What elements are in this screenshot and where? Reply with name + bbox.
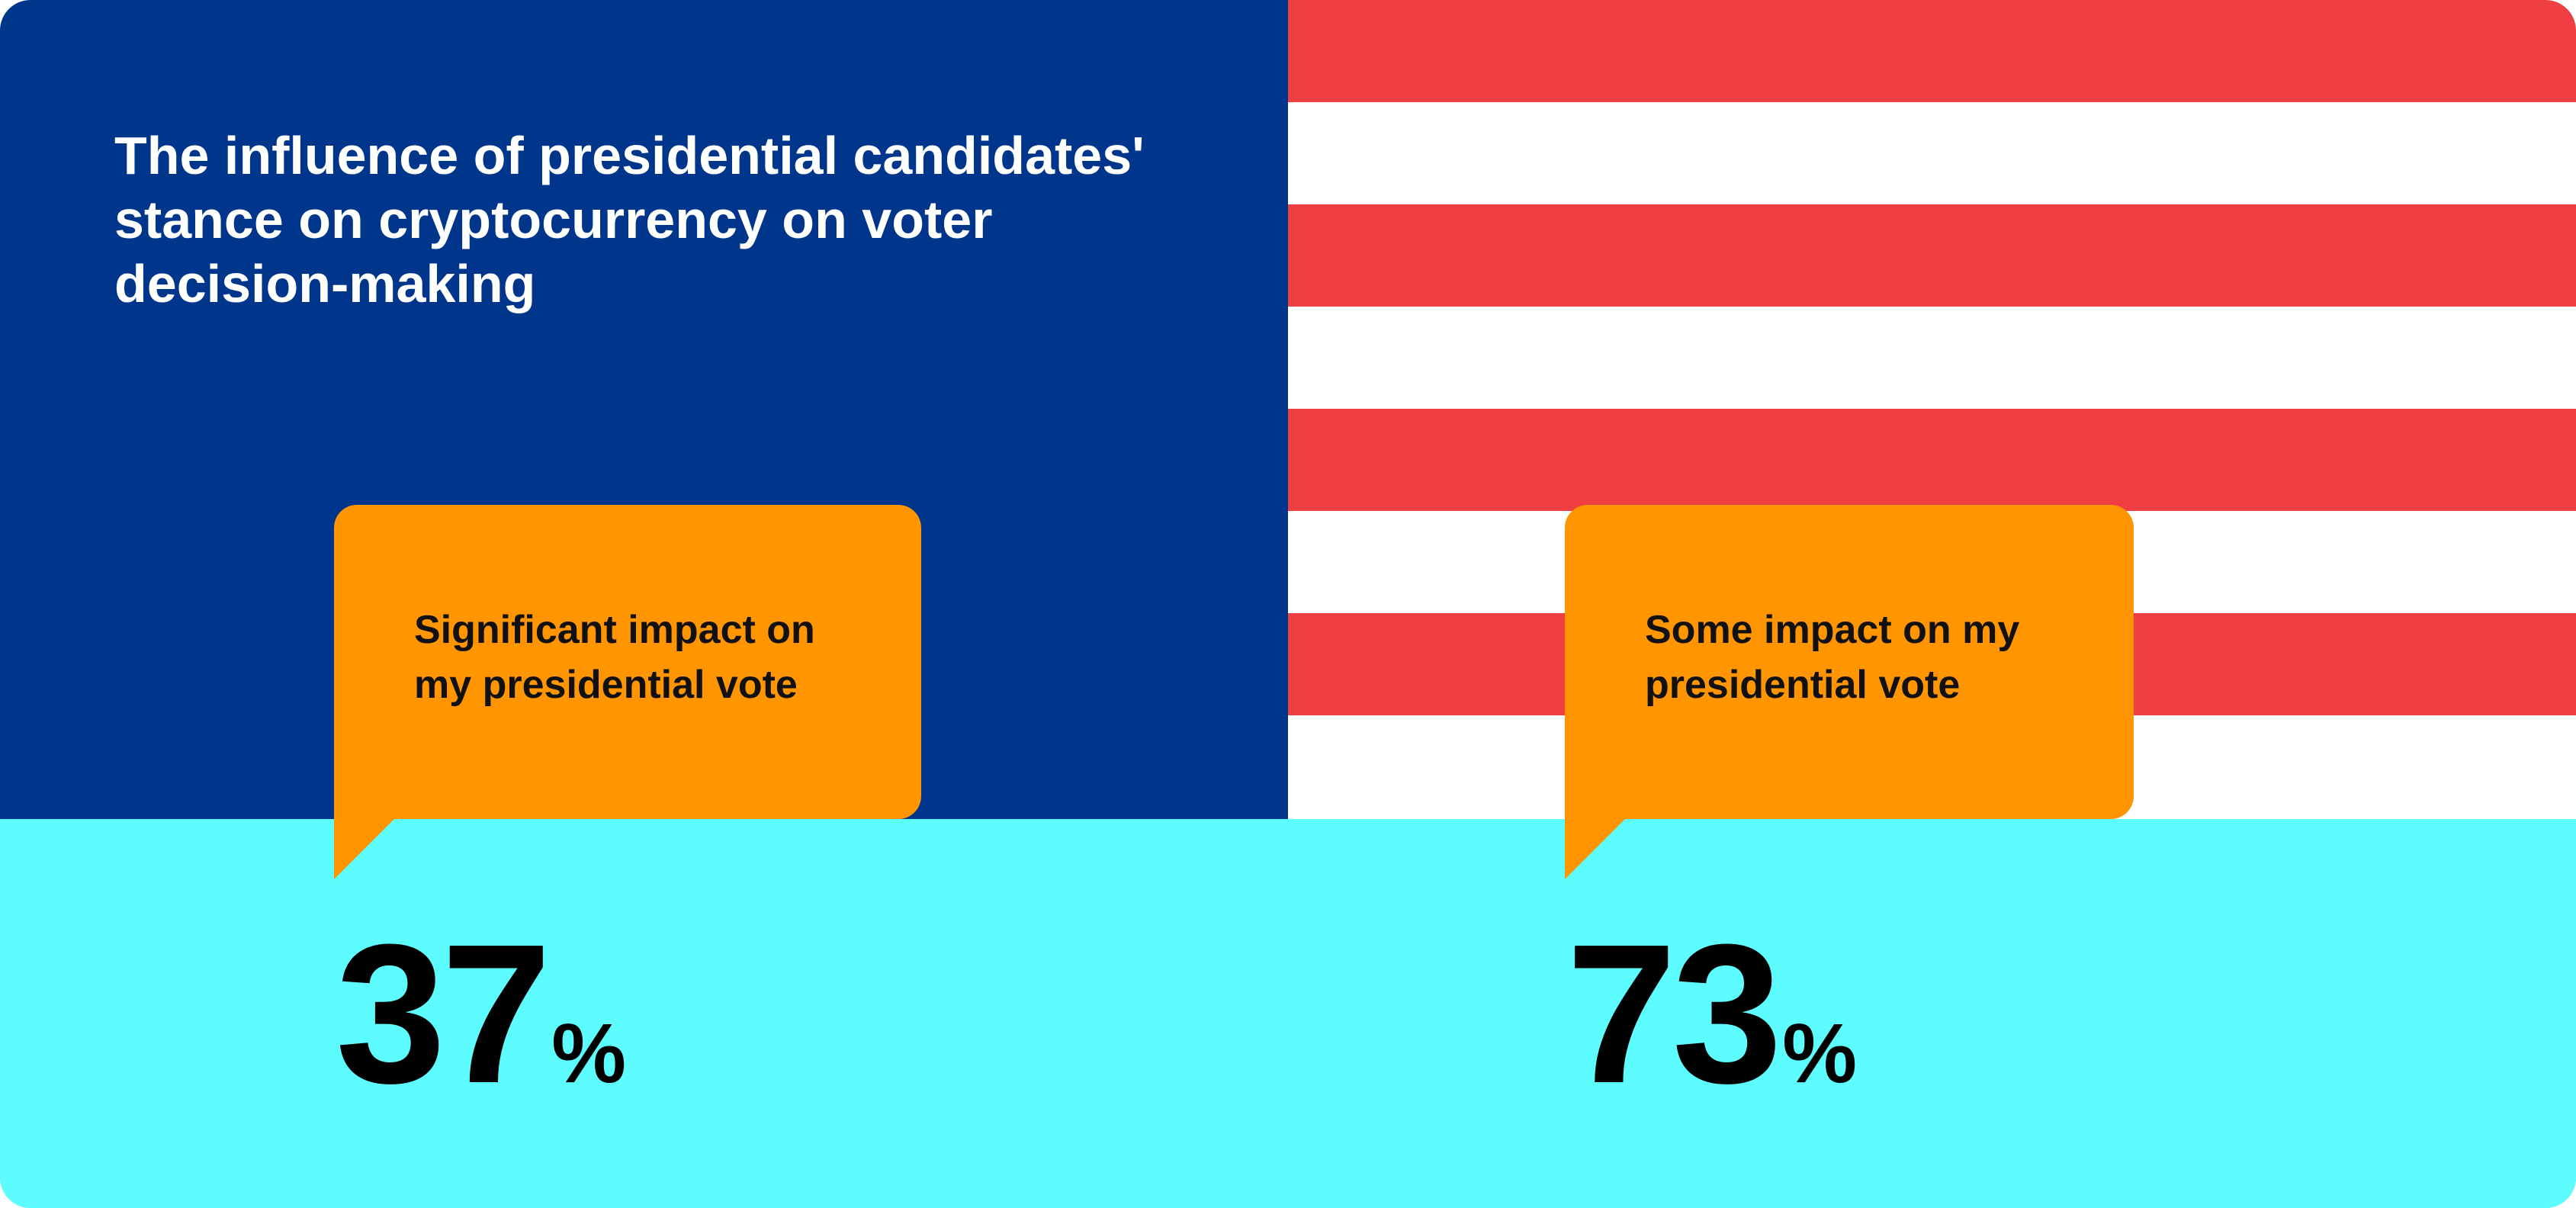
callout-significant-impact: Significant impact on my presidential vo…	[334, 505, 921, 879]
flag-red-stripe	[1288, 204, 2576, 307]
percent-sign: %	[551, 1007, 627, 1100]
flag-red-stripe	[1288, 0, 2576, 102]
callout-some-impact: Some impact on my presidential vote	[1565, 505, 2134, 879]
value-significant-impact: 37%	[336, 915, 626, 1113]
chart-title: The influence of presidential candidates…	[114, 126, 1145, 313]
bottom-section	[0, 819, 2576, 1208]
callout-label: Significant impact on my presidential vo…	[414, 608, 815, 707]
top-section	[0, 0, 2576, 819]
value-some-impact: 73%	[1566, 915, 1857, 1113]
flag-red-stripe	[1288, 409, 2576, 511]
value-number: 37	[336, 904, 551, 1125]
flag-stripes-panel	[1288, 0, 2576, 819]
value-number: 73	[1566, 904, 1782, 1125]
callout-label: Some impact on my presidential vote	[1645, 608, 2020, 707]
percent-sign: %	[1782, 1007, 1858, 1100]
